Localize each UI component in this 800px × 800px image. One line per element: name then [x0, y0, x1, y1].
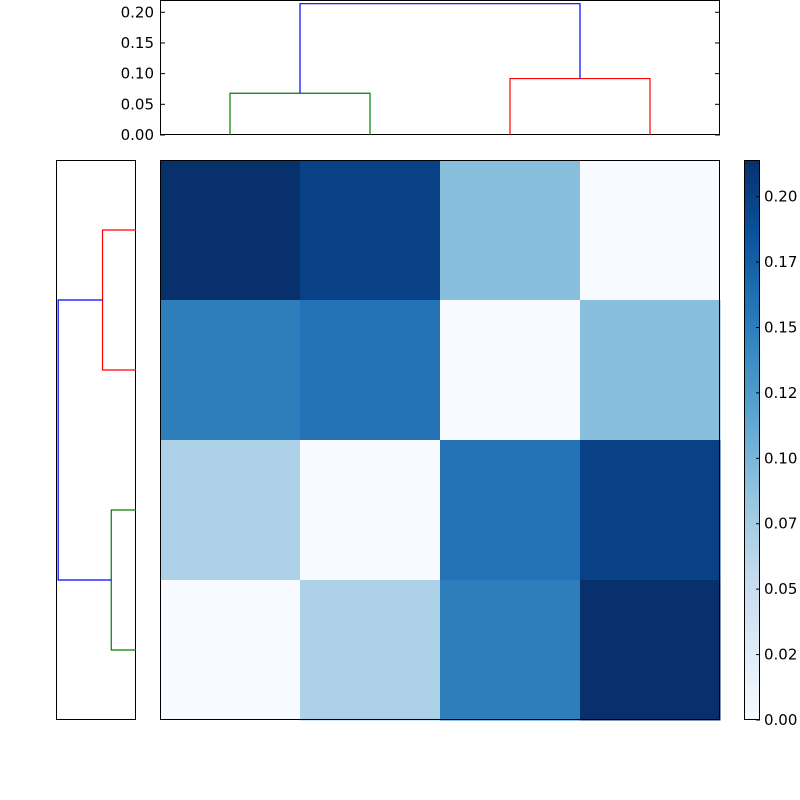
heatmap-cell — [300, 440, 441, 581]
top-dendrogram-link — [299, 3, 581, 94]
heatmap-cell — [300, 160, 441, 301]
top-dendrogram-frame — [160, 0, 720, 135]
colorbar-tick-label: 0.10 — [764, 449, 797, 467]
colorbar-frame — [744, 160, 760, 720]
left-dendrogram-frame — [56, 160, 136, 720]
top-ytick-label: 0.10 — [121, 65, 154, 83]
heatmap-cell — [160, 580, 301, 721]
top-dendrogram-link — [229, 92, 371, 135]
left-dendrogram-link — [110, 509, 136, 651]
top-ytick-label: 0.20 — [121, 3, 154, 21]
colorbar-tick-label: 0.05 — [764, 580, 797, 598]
colorbar-tick-label: 0.17 — [764, 253, 797, 271]
heatmap-cell — [440, 440, 581, 581]
top-ytick-label: 0.05 — [121, 95, 154, 113]
heatmap-cell — [160, 300, 301, 441]
top-dendrogram-link — [509, 77, 651, 135]
top-ytick-label: 0.15 — [121, 34, 154, 52]
left-dendrogram-link — [101, 229, 136, 371]
heatmap-cell — [440, 160, 581, 301]
colorbar-tick-label: 0.20 — [764, 188, 797, 206]
heatmap-cell — [440, 580, 581, 721]
colorbar-tick-label: 0.02 — [764, 646, 797, 664]
heatmap-cell — [580, 160, 721, 301]
heatmap-cell — [160, 160, 301, 301]
colorbar: 0.00 0.02 0.05 0.07 0.10 0.12 0.15 0.17 0.20 — [744, 160, 797, 729]
colorbar-tick-label: 0.12 — [764, 384, 797, 402]
top-ytick-label: 0.00 — [121, 126, 154, 144]
heatmap-cell — [580, 580, 721, 721]
top-dendrogram: 0.00 0.05 0.10 0.15 0.20 — [121, 0, 720, 144]
heatmap-cell — [300, 580, 441, 721]
heatmap-cell — [580, 300, 721, 441]
left-dendrogram-link — [57, 299, 112, 581]
colorbar-tick-label: 0.15 — [764, 318, 797, 336]
colorbar-gradient — [744, 160, 760, 720]
colorbar-tick-label: 0.07 — [764, 515, 797, 533]
heatmap-cell — [160, 440, 301, 581]
heatmap — [160, 160, 721, 721]
heatmap-cell — [300, 300, 441, 441]
heatmap-cell — [440, 300, 581, 441]
left-dendrogram — [56, 160, 136, 720]
heatmap-frame — [160, 160, 720, 720]
heatmap-cell — [580, 440, 721, 581]
colorbar-tick-label: 0.00 — [764, 711, 797, 729]
